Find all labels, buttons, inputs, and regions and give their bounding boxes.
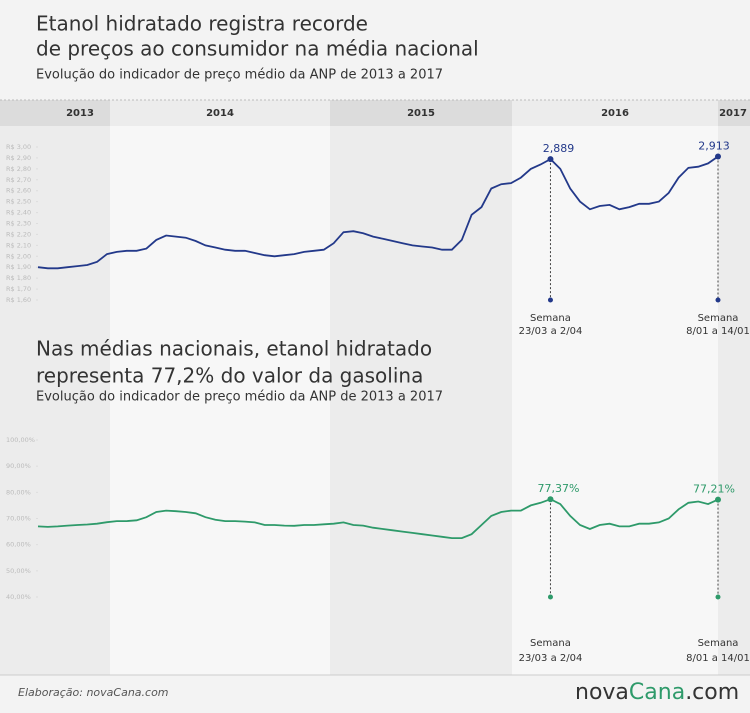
logo: novaCana.com	[575, 680, 739, 705]
line	[37, 498, 719, 539]
year-band	[718, 100, 750, 675]
y-tick-label: R$ 2,10	[6, 241, 31, 249]
chart-title: Etanol hidratado registra recorde	[36, 12, 368, 36]
y-tick-label: R$ 2,80	[6, 165, 31, 173]
y-tick-label: 50,00%	[6, 567, 31, 575]
year-band	[0, 100, 110, 675]
guide-dot	[547, 297, 553, 303]
logo-part: .com	[685, 680, 739, 705]
note: 23/03 a 2/04	[519, 653, 583, 664]
logo-part: Cana	[629, 680, 685, 705]
y-tick-label: R$ 1,70	[6, 285, 31, 293]
y-tick-label: R$ 1,90	[6, 263, 31, 271]
y-tick-label: R$ 1,60	[6, 296, 31, 304]
value-label: 2,889	[543, 142, 575, 155]
y-tick-label: R$ 3,00	[6, 143, 31, 151]
guide-dot	[547, 594, 553, 600]
guide-dot	[715, 297, 721, 303]
y-tick-label: 90,00%	[6, 462, 31, 470]
chart-title: representa 77,2% do valor da gasolina	[36, 364, 423, 388]
y-tick-label: R$ 2,40	[6, 209, 31, 217]
guide-dot	[715, 594, 721, 600]
y-tick-label: 100,00%	[6, 436, 35, 444]
chart-subtitle: Evolução do indicador de preço médio da …	[36, 68, 443, 83]
year-label: 2016	[601, 108, 629, 119]
year-strip	[110, 100, 330, 126]
year-band	[110, 100, 330, 675]
y-tick-label: 60,00%	[6, 541, 31, 549]
year-label: 2013	[66, 108, 94, 119]
chart-title: Nas médias nacionais, etanol hidratado	[36, 337, 432, 361]
note: Semana	[530, 638, 571, 649]
year-strip	[0, 100, 110, 126]
point	[715, 153, 721, 160]
credit: Elaboração: novaCana.com	[18, 686, 169, 699]
year-label: 2017	[719, 108, 747, 119]
year-label: 2014	[206, 108, 234, 119]
y-tick-label: 40,00%	[6, 593, 31, 601]
point	[547, 156, 554, 163]
year-label: 2015	[407, 108, 435, 119]
note: Semana	[698, 313, 739, 324]
value-label: 77,21%	[693, 483, 735, 496]
y-tick-label: 70,00%	[6, 515, 31, 523]
line	[37, 155, 719, 270]
note: 8/01 a 14/01	[686, 326, 750, 337]
year-bands	[0, 100, 750, 675]
value-label: 2,913	[698, 140, 730, 153]
y-tick-label: R$ 2,70	[6, 176, 31, 184]
y-tick-label: R$ 2,90	[6, 154, 31, 162]
y-tick-label: 80,00%	[6, 488, 31, 496]
value-label: 77,37%	[537, 482, 579, 495]
note: 8/01 a 14/01	[686, 653, 750, 664]
note: Semana	[530, 313, 571, 324]
point	[715, 496, 721, 503]
y-tick-label: R$ 2,20	[6, 230, 31, 238]
year-strip	[718, 100, 750, 126]
y-tick-label: R$ 2,30	[6, 220, 31, 228]
chart-subtitle: Evolução do indicador de preço médio da …	[36, 390, 443, 405]
point	[547, 496, 554, 503]
year-strip	[512, 100, 718, 126]
note: Semana	[698, 638, 739, 649]
y-tick-label: R$ 2,00	[6, 252, 31, 260]
chart-title: de preços ao consumidor na média naciona…	[36, 37, 479, 61]
y-tick-label: R$ 1,80	[6, 274, 31, 282]
year-band	[512, 100, 718, 675]
y-tick-label: R$ 2,50	[6, 198, 31, 206]
note: 23/03 a 2/04	[519, 326, 583, 337]
year-strip	[330, 100, 512, 126]
year-band	[330, 100, 512, 675]
logo-part: nova	[575, 680, 629, 705]
y-tick-label: R$ 2,60	[6, 187, 31, 195]
